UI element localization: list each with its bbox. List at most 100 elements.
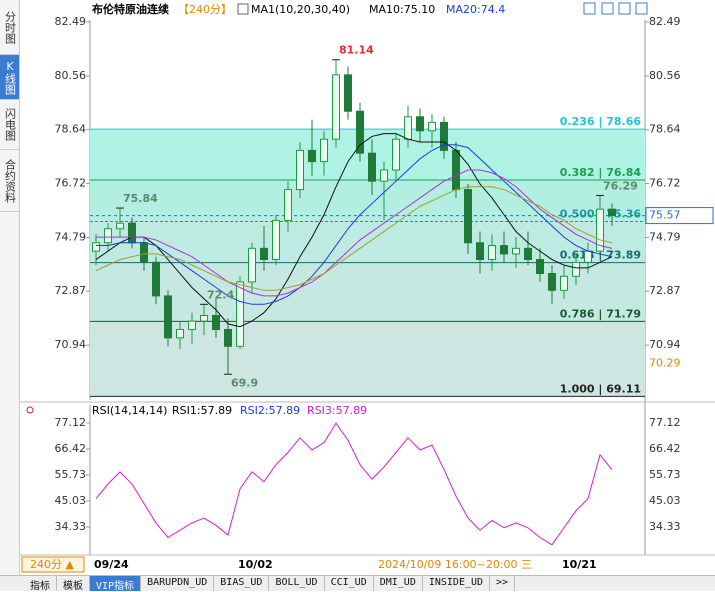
candle-body xyxy=(200,314,208,322)
rsi-tick-label: 55.73 xyxy=(55,468,87,481)
extreme-label: 72.4 xyxy=(207,288,234,301)
rsi-tick-label: 45.03 xyxy=(649,494,681,507)
rsi-tick-label: 66.42 xyxy=(649,442,681,455)
candle-body xyxy=(380,169,388,182)
price-label: 75.57 xyxy=(649,209,681,222)
extreme-label: 76.29 xyxy=(603,179,638,192)
side-tab[interactable]: 合约资料 xyxy=(0,150,19,212)
ma-icon[interactable] xyxy=(237,3,249,15)
rsi-tick-label: 66.42 xyxy=(55,442,87,455)
side-tab[interactable]: K线图 xyxy=(0,55,19,100)
candle-body xyxy=(104,228,112,244)
tab-bar: 指标 模板 VIP指标 BARUPDN_UD BIAS_UD BOLL_UD CCI_UD D… xyxy=(0,575,715,592)
candle-body xyxy=(464,189,472,244)
y-tick-label: 70.94 xyxy=(649,338,681,351)
y-tick-label: 74.79 xyxy=(649,230,681,243)
fib-label: 0.382 | 76.84 xyxy=(560,166,642,179)
rsi1: RSI1:57.89 xyxy=(172,404,232,417)
bottom-tab[interactable]: BOLL_UD xyxy=(269,576,325,591)
candle-body xyxy=(176,328,184,339)
candle-body xyxy=(128,222,136,244)
y-tick-label: 74.79 xyxy=(55,230,87,243)
candle-body xyxy=(512,247,520,255)
side-tab[interactable]: 分时图 xyxy=(0,0,19,55)
bottom-tab[interactable]: CCI_UD xyxy=(325,576,374,591)
instrument: 布伦特原油连续 xyxy=(92,2,169,16)
fib-band xyxy=(90,221,645,263)
candle-body xyxy=(260,247,268,261)
fib-label: 0.786 | 71.79 xyxy=(560,307,641,320)
candle-body xyxy=(584,250,592,263)
fib-label: 1.000 | 69.11 xyxy=(560,382,641,395)
ma-line xyxy=(96,144,613,305)
extreme-label: 81.14 xyxy=(339,44,374,57)
cursor-time: 2024/10/09 16:00~20:00 三 xyxy=(378,558,532,571)
candle-body xyxy=(560,275,568,291)
bottom-tab[interactable]: VIP指标 xyxy=(90,576,142,592)
candle-body xyxy=(152,261,160,297)
candle-body xyxy=(188,320,196,330)
ma-line xyxy=(96,169,613,297)
bottom-tab[interactable]: 模板 xyxy=(57,576,90,592)
candle-body xyxy=(116,222,124,230)
bottom-tab[interactable]: BIAS_UD xyxy=(214,576,270,591)
candle-body xyxy=(476,242,484,261)
rsi-tick-label: 77.12 xyxy=(649,416,681,429)
rsi-tick-label: 34.33 xyxy=(649,520,681,533)
ma20: MA20:74.4 xyxy=(446,3,505,16)
candle-body xyxy=(428,121,436,132)
ma-title: MA1(10,20,30,40) xyxy=(251,3,350,16)
side-tab[interactable]: 闪电图 xyxy=(0,100,19,150)
ma10: MA10:75.10 xyxy=(369,3,435,16)
y-tick-label: 70.94 xyxy=(55,338,87,351)
y-tick-label: 80.56 xyxy=(649,69,681,82)
y-tick-label: 78.64 xyxy=(55,123,87,136)
rsi2: RSI2:57.89 xyxy=(240,404,300,417)
candle-body xyxy=(236,281,244,347)
fib-label: 0.236 | 78.66 xyxy=(560,115,642,128)
candle-body xyxy=(440,121,448,151)
chart: 布伦特原油连续 【240分】 MA1(10,20,30,40) MA10:75.… xyxy=(20,2,715,573)
candle-body xyxy=(224,328,232,347)
bottom-tab[interactable]: DMI_UD xyxy=(374,576,423,591)
candle-body xyxy=(548,273,556,291)
candle-body xyxy=(284,189,292,221)
candle-body xyxy=(536,259,544,275)
rsi-tick-label: 45.03 xyxy=(55,494,87,507)
bottom-tab[interactable]: >> xyxy=(490,576,516,591)
extreme-label: 75.84 xyxy=(123,192,158,205)
x-tick-label: 10/21 xyxy=(562,558,597,571)
candle-body xyxy=(332,74,340,140)
candle-body xyxy=(572,261,580,277)
candle-body xyxy=(500,245,508,255)
candle-body xyxy=(404,116,412,140)
candle-body xyxy=(368,152,376,182)
candle-body xyxy=(320,138,328,163)
sidebar: 分时图 K线图 闪电图 合约资料 xyxy=(0,0,20,575)
fib-band xyxy=(90,129,645,181)
candle-body xyxy=(92,242,100,252)
y-tick-label: 72.87 xyxy=(649,284,681,297)
x-tick-label: 09/24 xyxy=(94,558,129,571)
rsi-icon[interactable] xyxy=(26,406,34,414)
toolbar[interactable] xyxy=(583,2,648,15)
period[interactable]: 【240分】 xyxy=(178,3,232,16)
candle-body xyxy=(248,247,256,283)
ma-line xyxy=(95,186,613,291)
candle-body xyxy=(524,247,532,261)
rsi-tick-label: 77.12 xyxy=(55,416,87,429)
bottom-tab[interactable]: BARUPDN_UD xyxy=(141,576,215,591)
candle-body xyxy=(140,242,148,263)
y-tick-label: 82.49 xyxy=(649,15,681,28)
bottom-tab[interactable]: INSIDE_UD xyxy=(423,576,491,591)
candle-body xyxy=(212,314,220,330)
candle-body xyxy=(272,219,280,261)
y-tick-label: 78.64 xyxy=(649,123,681,136)
period-label[interactable]: 240分 ▲ xyxy=(30,558,74,571)
rsi-title: RSI(14,14,14) xyxy=(92,404,167,417)
x-tick-label: 10/02 xyxy=(238,558,273,571)
candle-body xyxy=(356,110,364,154)
period-box[interactable] xyxy=(21,556,85,573)
bottom-tab[interactable]: 指标 xyxy=(24,576,57,592)
